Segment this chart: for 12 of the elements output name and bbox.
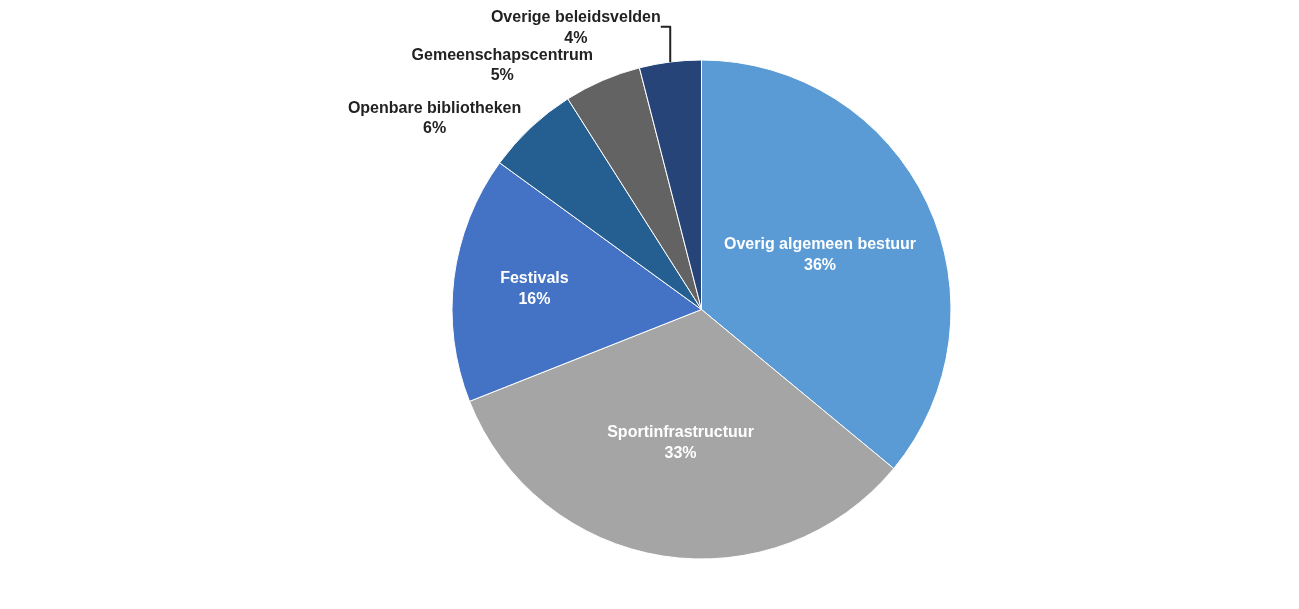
- data-label: 36%: [804, 255, 837, 273]
- slice-label: Gemeenschapscentrum: [411, 45, 593, 63]
- data-label: 6%: [423, 119, 447, 137]
- slice-label: Festivals: [500, 269, 569, 287]
- slice-label: Overige beleidsvelden: [490, 7, 661, 25]
- slice-label: Sportinfrastructuur: [607, 423, 754, 441]
- slice-label: Overig algemeen bestuur: [723, 234, 917, 252]
- data-label: 33%: [664, 443, 697, 461]
- data-label: 16%: [518, 290, 551, 308]
- data-label: 4%: [564, 28, 588, 46]
- slice-label: Openbare bibliotheken: [347, 98, 522, 116]
- data-label: 5%: [490, 66, 514, 84]
